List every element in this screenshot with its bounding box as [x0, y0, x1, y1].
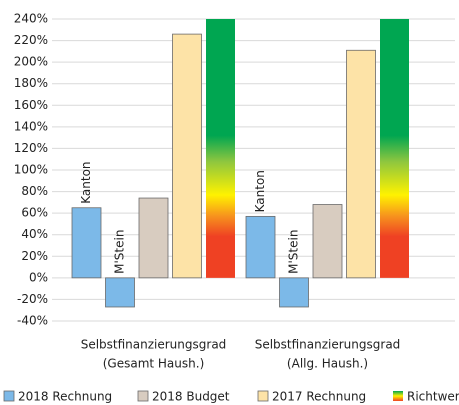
bar [105, 277, 135, 308]
legend-swatch [393, 391, 403, 401]
legend-swatch [3, 390, 15, 402]
y-tick-label: 60% [21, 206, 48, 220]
bar [346, 49, 376, 279]
y-tick-label: 0% [29, 270, 48, 284]
bar-label: M'Stein [287, 230, 301, 274]
x-tick-label: (Allg. Haush.) [287, 357, 368, 371]
y-tick-label: 220% [14, 33, 48, 47]
legend-swatch [257, 390, 269, 402]
y-tick-label: 140% [14, 119, 48, 133]
bar [172, 33, 202, 279]
x-tick-label: Selbstfinanzierungsgrad [255, 338, 401, 352]
y-tick-label: 180% [14, 76, 48, 90]
y-tick-label: 40% [21, 227, 48, 241]
y-tick-label: -40% [17, 314, 48, 328]
bar [71, 207, 102, 279]
bar [138, 197, 169, 279]
legend-swatch [137, 390, 149, 402]
legend-label: 2017 Rechnung [272, 390, 366, 404]
bar [279, 277, 309, 308]
y-tick-label: -20% [17, 292, 48, 306]
y-tick-label: 240% [14, 12, 48, 26]
bar-label: M'Stein [113, 230, 127, 274]
y-tick-label: 200% [14, 55, 48, 69]
legend-label: 2018 Rechnung [18, 390, 112, 404]
bar [206, 19, 235, 278]
y-tick-label: 20% [21, 249, 48, 263]
legend-label: Richtwert [407, 390, 459, 404]
bar [245, 215, 276, 279]
y-tick-label: 80% [21, 184, 48, 198]
y-tick-label: 120% [14, 141, 48, 155]
bar [380, 19, 409, 278]
bar-label: Kanton [79, 161, 93, 203]
legend-label: 2018 Budget [152, 390, 230, 404]
x-tick-label: (Gesamt Haush.) [103, 357, 205, 371]
x-tick-label: Selbstfinanzierungsgrad [81, 338, 227, 352]
y-tick-label: 160% [14, 98, 48, 112]
bar-label: Kanton [253, 170, 267, 212]
bar [312, 204, 343, 279]
y-tick-label: 100% [14, 163, 48, 177]
